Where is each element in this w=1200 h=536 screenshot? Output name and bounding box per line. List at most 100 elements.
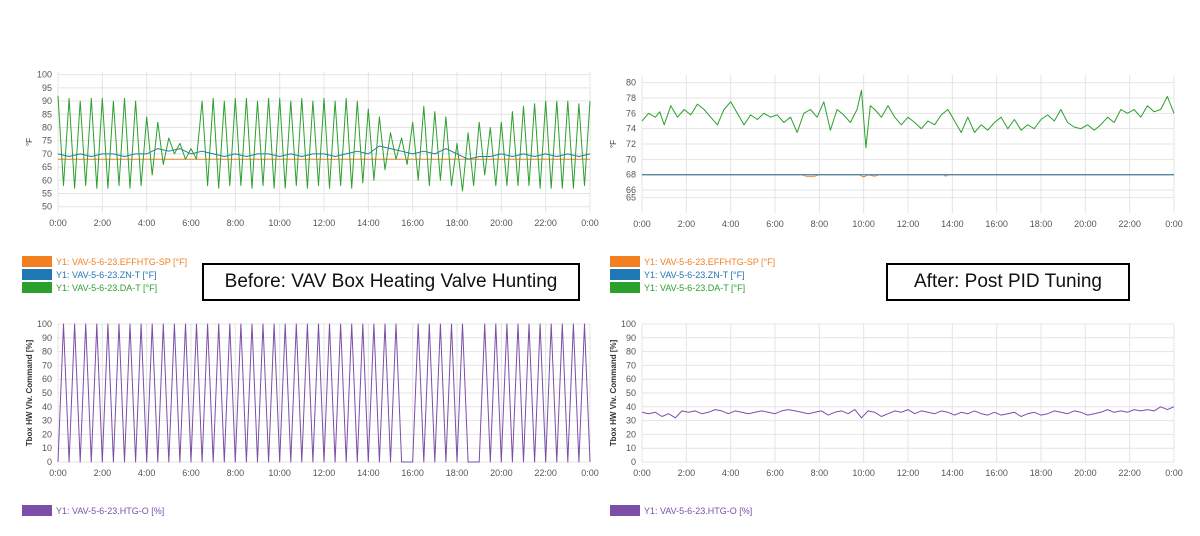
x-tick-label: 12:00	[313, 468, 336, 478]
x-tick-label: 0:00	[49, 218, 67, 228]
x-tick-label: 22:00	[1118, 219, 1141, 229]
x-tick-label: 14:00	[941, 219, 964, 229]
x-tick-label: 20:00	[1074, 468, 1097, 478]
legend-swatch	[610, 505, 640, 516]
chart-before-valve-svg: 0 10 20 30 40 50 60 70 80 90 100 0:00 2:00 4:00 6:00 8:…	[25, 319, 599, 478]
y-tick-label: 65	[42, 162, 52, 172]
x-tick-label: 0:00	[1165, 468, 1183, 478]
chart-before-temperature-svg: 50 55 60 65 70 75 80 85 90 95 100 0:00 2:00 4:00 6:00 8…	[25, 70, 599, 228]
y-tick-label: 76	[626, 108, 636, 118]
callout-before: Before: VAV Box Heating Valve Hunting	[202, 263, 580, 301]
x-tick-label: 2:00	[94, 218, 112, 228]
y-tick-label: 10	[42, 443, 52, 453]
y-tick-label: 80	[42, 347, 52, 357]
x-tick-label: 10:00	[268, 218, 291, 228]
x-tick-label: 4:00	[138, 468, 156, 478]
legend-label: Y1: VAV-5-6-23.EFFHTG-SP [°F]	[644, 256, 776, 267]
series-line	[57, 323, 591, 463]
legend-item[interactable]: Y1: VAV-5-6-23.ZN-T [°F]	[610, 268, 775, 281]
chart-after-valve-svg: 0 10 20 30 40 50 60 70 80 90 100 0:00 2:00 4:00 6:00 8:…	[609, 319, 1183, 478]
x-tick-label: 8:00	[227, 468, 245, 478]
y-tick-label: 0	[47, 457, 52, 467]
x-tick-label: 0:00	[633, 468, 651, 478]
legend-swatch	[22, 505, 52, 516]
x-tick-label: 22:00	[534, 218, 557, 228]
legend-swatch	[610, 256, 640, 267]
y-tick-label: 70	[42, 360, 52, 370]
x-tick-label: 18:00	[1030, 468, 1053, 478]
legend-item[interactable]: Y1: VAV-5-6-23.ZN-T [°F]	[22, 268, 187, 281]
x-tick-label: 14:00	[357, 218, 380, 228]
legend-swatch	[610, 282, 640, 293]
y-tick-label: 60	[626, 374, 636, 384]
chart-after-temperature: 65 66 68 70 72 74 76 78 80 0:00 2:00 4:00 6:00 8:00 10…	[600, 60, 1200, 240]
chart-before-temperature: 50 55 60 65 70 75 80 85 90 95 100 0:00 2:00 4:00 6:00 8…	[0, 60, 600, 240]
y-tick-label: 50	[626, 388, 636, 398]
y-axis-label: Tbox HW Vlv. Command [%]	[609, 339, 618, 446]
y-tick-label: 50	[42, 388, 52, 398]
y-tick-label: 30	[626, 416, 636, 426]
legend-item[interactable]: Y1: VAV-5-6-23.HTG-O [%]	[610, 504, 752, 517]
y-tick-label: 20	[626, 429, 636, 439]
y-tick-label: 85	[42, 109, 52, 119]
x-tick-label: 20:00	[490, 468, 513, 478]
legend-before-temp: Y1: VAV-5-6-23.EFFHTG-SP [°F] Y1: VAV-5-…	[22, 255, 187, 294]
y-tick-label: 70	[42, 149, 52, 159]
x-tick-label: 4:00	[138, 218, 156, 228]
x-tick-label: 16:00	[401, 468, 424, 478]
x-tick-label: 4:00	[722, 468, 740, 478]
x-tick-label: 6:00	[766, 219, 784, 229]
y-tick-label: 80	[626, 347, 636, 357]
legend-label: Y1: VAV-5-6-23.DA-T [°F]	[56, 282, 158, 293]
x-tick-label: 18:00	[446, 468, 469, 478]
y-tick-label: 95	[42, 83, 52, 93]
legend-swatch	[22, 256, 52, 267]
legend-item[interactable]: Y1: VAV-5-6-23.EFFHTG-SP [°F]	[22, 255, 187, 268]
y-tick-label: 60	[42, 175, 52, 185]
y-tick-label: 70	[626, 154, 636, 164]
x-tick-label: 0:00	[49, 468, 67, 478]
series-line	[642, 174, 1174, 178]
x-tick-label: 6:00	[766, 468, 784, 478]
y-axis-label: °F	[25, 138, 34, 146]
x-tick-label: 12:00	[313, 218, 336, 228]
y-tick-label: 30	[42, 416, 52, 426]
legend-item[interactable]: Y1: VAV-5-6-23.HTG-O [%]	[22, 504, 164, 517]
y-tick-label: 10	[626, 443, 636, 453]
series-line	[57, 145, 591, 160]
x-tick-label: 6:00	[182, 468, 200, 478]
legend-item[interactable]: Y1: VAV-5-6-23.DA-T [°F]	[610, 281, 775, 294]
chart-before-valve: 0 10 20 30 40 50 60 70 80 90 100 0:00 2:00 4:00 6:00 8:…	[0, 312, 600, 492]
x-tick-label: 0:00	[1165, 219, 1183, 229]
y-tick-label: 55	[42, 189, 52, 199]
y-tick-label: 100	[621, 319, 636, 329]
y-tick-label: 75	[42, 136, 52, 146]
x-tick-label: 14:00	[357, 468, 380, 478]
x-tick-label: 2:00	[678, 219, 696, 229]
y-tick-label: 74	[626, 124, 636, 134]
series-line	[641, 89, 1175, 149]
x-tick-label: 8:00	[811, 468, 829, 478]
y-tick-label: 60	[42, 374, 52, 384]
x-tick-label: 8:00	[811, 219, 829, 229]
y-tick-label: 80	[626, 78, 636, 88]
y-tick-label: 40	[626, 402, 636, 412]
legend-swatch	[22, 282, 52, 293]
legend-item[interactable]: Y1: VAV-5-6-23.DA-T [°F]	[22, 281, 187, 294]
series-line	[57, 95, 591, 192]
x-tick-label: 12:00	[897, 468, 920, 478]
x-tick-label: 12:00	[897, 219, 920, 229]
x-tick-label: 0:00	[633, 219, 651, 229]
y-axis-label: Tbox HW Vlv. Command [%]	[25, 339, 34, 446]
y-tick-label: 0	[631, 457, 636, 467]
y-tick-label: 90	[626, 333, 636, 343]
x-tick-label: 0:00	[581, 218, 599, 228]
legend-before-valve: Y1: VAV-5-6-23.HTG-O [%]	[22, 504, 164, 517]
y-tick-label: 40	[42, 402, 52, 412]
x-tick-label: 8:00	[227, 218, 245, 228]
y-tick-label: 50	[42, 202, 52, 212]
legend-label: Y1: VAV-5-6-23.EFFHTG-SP [°F]	[56, 256, 188, 267]
x-tick-label: 16:00	[985, 219, 1008, 229]
legend-item[interactable]: Y1: VAV-5-6-23.EFFHTG-SP [°F]	[610, 255, 775, 268]
y-tick-label: 20	[42, 429, 52, 439]
